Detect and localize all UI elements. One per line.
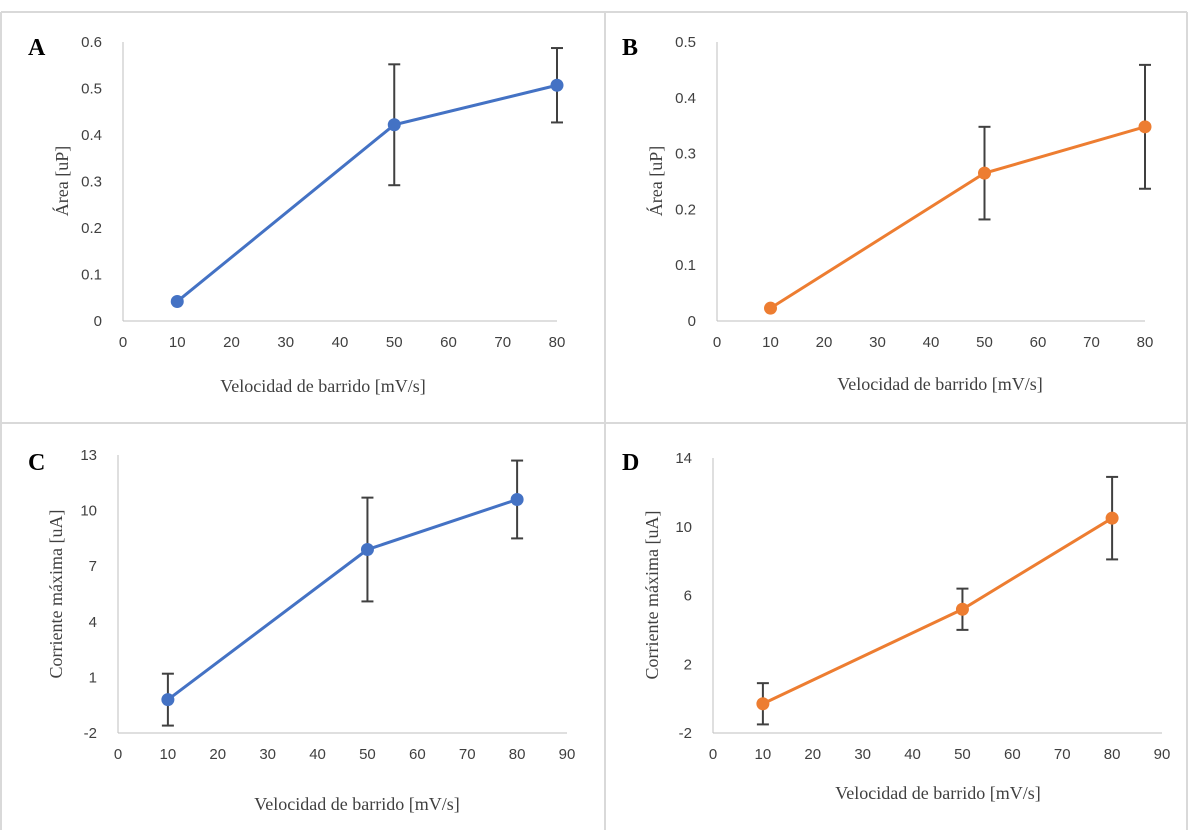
x-tick-label: 10: [160, 746, 177, 763]
x-tick-label: 80: [549, 334, 566, 351]
data-point: [756, 697, 770, 711]
x-tick-label: 50: [359, 746, 376, 763]
chart-panel-c: C 0 10 20 30 40 50 60 70 80 90 -2 1 4 7 10 13 Velocidad d…: [28, 447, 575, 814]
y-tick-label: 0.5: [81, 81, 102, 98]
data-point: [510, 492, 524, 506]
x-tick-label: 20: [223, 334, 240, 351]
x-tick-label: 90: [1154, 746, 1171, 763]
x-tick-label: 10: [762, 334, 779, 351]
data-point: [161, 693, 175, 707]
y-axis-title: Corriente máxima [uA]: [642, 511, 662, 680]
y-tick-label: 2: [684, 656, 692, 673]
y-axis-title: Área [uP]: [51, 146, 72, 216]
y-tick-label: 0.1: [675, 257, 696, 274]
x-tick-label: 10: [169, 334, 186, 351]
y-tick-label: 0.3: [675, 146, 696, 163]
x-tick-label: 20: [816, 334, 833, 351]
x-tick-label: 0: [119, 334, 127, 351]
x-axis-title: Velocidad de barrido [mV/s]: [220, 376, 425, 396]
y-tick-label: 0: [688, 313, 696, 330]
x-axis-title: Velocidad de barrido [mV/s]: [837, 374, 1042, 394]
x-tick-label: 30: [869, 334, 886, 351]
x-tick-label: 0: [709, 746, 717, 763]
y-tick-label: 7: [89, 558, 97, 575]
x-tick-label: 0: [713, 334, 721, 351]
x-tick-label: 30: [277, 334, 294, 351]
y-tick-label: 13: [80, 447, 97, 464]
y-tick-label: 1: [89, 669, 97, 686]
x-tick-label: 90: [559, 746, 576, 763]
y-tick-label: 0: [94, 313, 102, 330]
chart-panel-b: B 0 10 20 30 40 50 60 70 80 0 0.1 0.2 0.3 0.4 0.5 Veloci…: [622, 34, 1153, 394]
y-tick-label: 14: [675, 450, 692, 467]
y-tick-label: 0.3: [81, 174, 102, 191]
y-axis-title: Corriente máxima [uA]: [46, 510, 66, 679]
x-tick-label: 30: [259, 746, 276, 763]
data-point: [387, 118, 401, 132]
y-tick-label: 0.4: [675, 90, 696, 107]
y-tick-label: 4: [89, 614, 97, 631]
data-point: [360, 543, 374, 557]
y-tick-label: 0.1: [81, 267, 102, 284]
x-tick-label: 70: [1083, 334, 1100, 351]
x-tick-label: 70: [494, 334, 511, 351]
x-tick-label: 40: [923, 334, 940, 351]
x-tick-label: 50: [954, 746, 971, 763]
y-tick-label: -2: [679, 725, 692, 742]
x-tick-label: 40: [309, 746, 326, 763]
y-tick-label: 10: [80, 503, 97, 520]
x-axis-title: Velocidad de barrido [mV/s]: [254, 794, 459, 814]
x-tick-label: 0: [114, 746, 122, 763]
data-point: [1105, 511, 1119, 525]
data-point: [170, 294, 184, 308]
y-tick-label: 10: [675, 519, 692, 536]
y-tick-label: 6: [684, 588, 692, 605]
x-tick-label: 70: [459, 746, 476, 763]
x-tick-label: 60: [409, 746, 426, 763]
chart-panel-d: D 0 10 20 30 40 50 60 70 80 90 -2 2 6 10 14 Velocidad de…: [622, 450, 1170, 803]
x-tick-label: 70: [1054, 746, 1071, 763]
data-point: [955, 602, 969, 616]
x-tick-label: 20: [209, 746, 226, 763]
x-tick-label: 50: [386, 334, 403, 351]
y-tick-label: 0.5: [675, 34, 696, 51]
y-tick-label: -2: [84, 725, 97, 742]
data-point: [764, 301, 777, 315]
x-axis-title: Velocidad de barrido [mV/s]: [835, 783, 1040, 803]
x-tick-label: 80: [1104, 746, 1121, 763]
data-point: [1138, 120, 1152, 134]
panel-label: A: [28, 35, 46, 61]
y-tick-label: 0.6: [81, 34, 102, 51]
x-tick-label: 80: [509, 746, 526, 763]
x-tick-label: 10: [755, 746, 772, 763]
y-axis-title: Área [uP]: [645, 146, 666, 216]
x-tick-label: 60: [440, 334, 457, 351]
x-tick-label: 40: [904, 746, 921, 763]
data-point: [978, 166, 991, 180]
y-tick-label: 0.2: [81, 220, 102, 237]
x-tick-label: 40: [332, 334, 349, 351]
x-tick-label: 80: [1137, 334, 1154, 351]
panel-label: D: [622, 450, 639, 476]
x-tick-label: 20: [804, 746, 821, 763]
x-tick-label: 30: [854, 746, 871, 763]
x-tick-label: 60: [1004, 746, 1021, 763]
x-tick-label: 50: [976, 334, 993, 351]
panel-label: B: [622, 35, 638, 61]
y-tick-label: 0.4: [81, 127, 102, 144]
y-tick-label: 0.2: [675, 201, 696, 218]
chart-panel-a: A 0 10 20 30 40 50 60 70 80 0 0.1 0.2 0.3 0.4 0.5 0.6 Vel…: [28, 34, 565, 396]
data-point: [550, 78, 564, 92]
x-tick-label: 60: [1030, 334, 1047, 351]
panel-label: C: [28, 450, 45, 476]
